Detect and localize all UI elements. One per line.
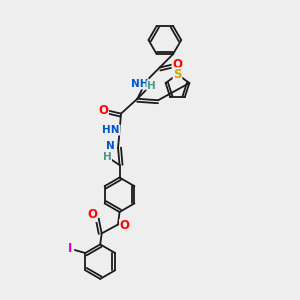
Text: O: O: [120, 220, 130, 232]
Text: O: O: [98, 104, 109, 117]
Text: O: O: [87, 208, 97, 221]
Text: S: S: [173, 68, 182, 81]
Text: N: N: [106, 141, 115, 151]
Text: H: H: [103, 152, 111, 162]
Text: I: I: [68, 242, 72, 255]
Text: HN: HN: [103, 125, 120, 135]
Text: NH: NH: [131, 79, 148, 89]
Text: H: H: [147, 81, 156, 91]
Text: O: O: [172, 58, 182, 71]
